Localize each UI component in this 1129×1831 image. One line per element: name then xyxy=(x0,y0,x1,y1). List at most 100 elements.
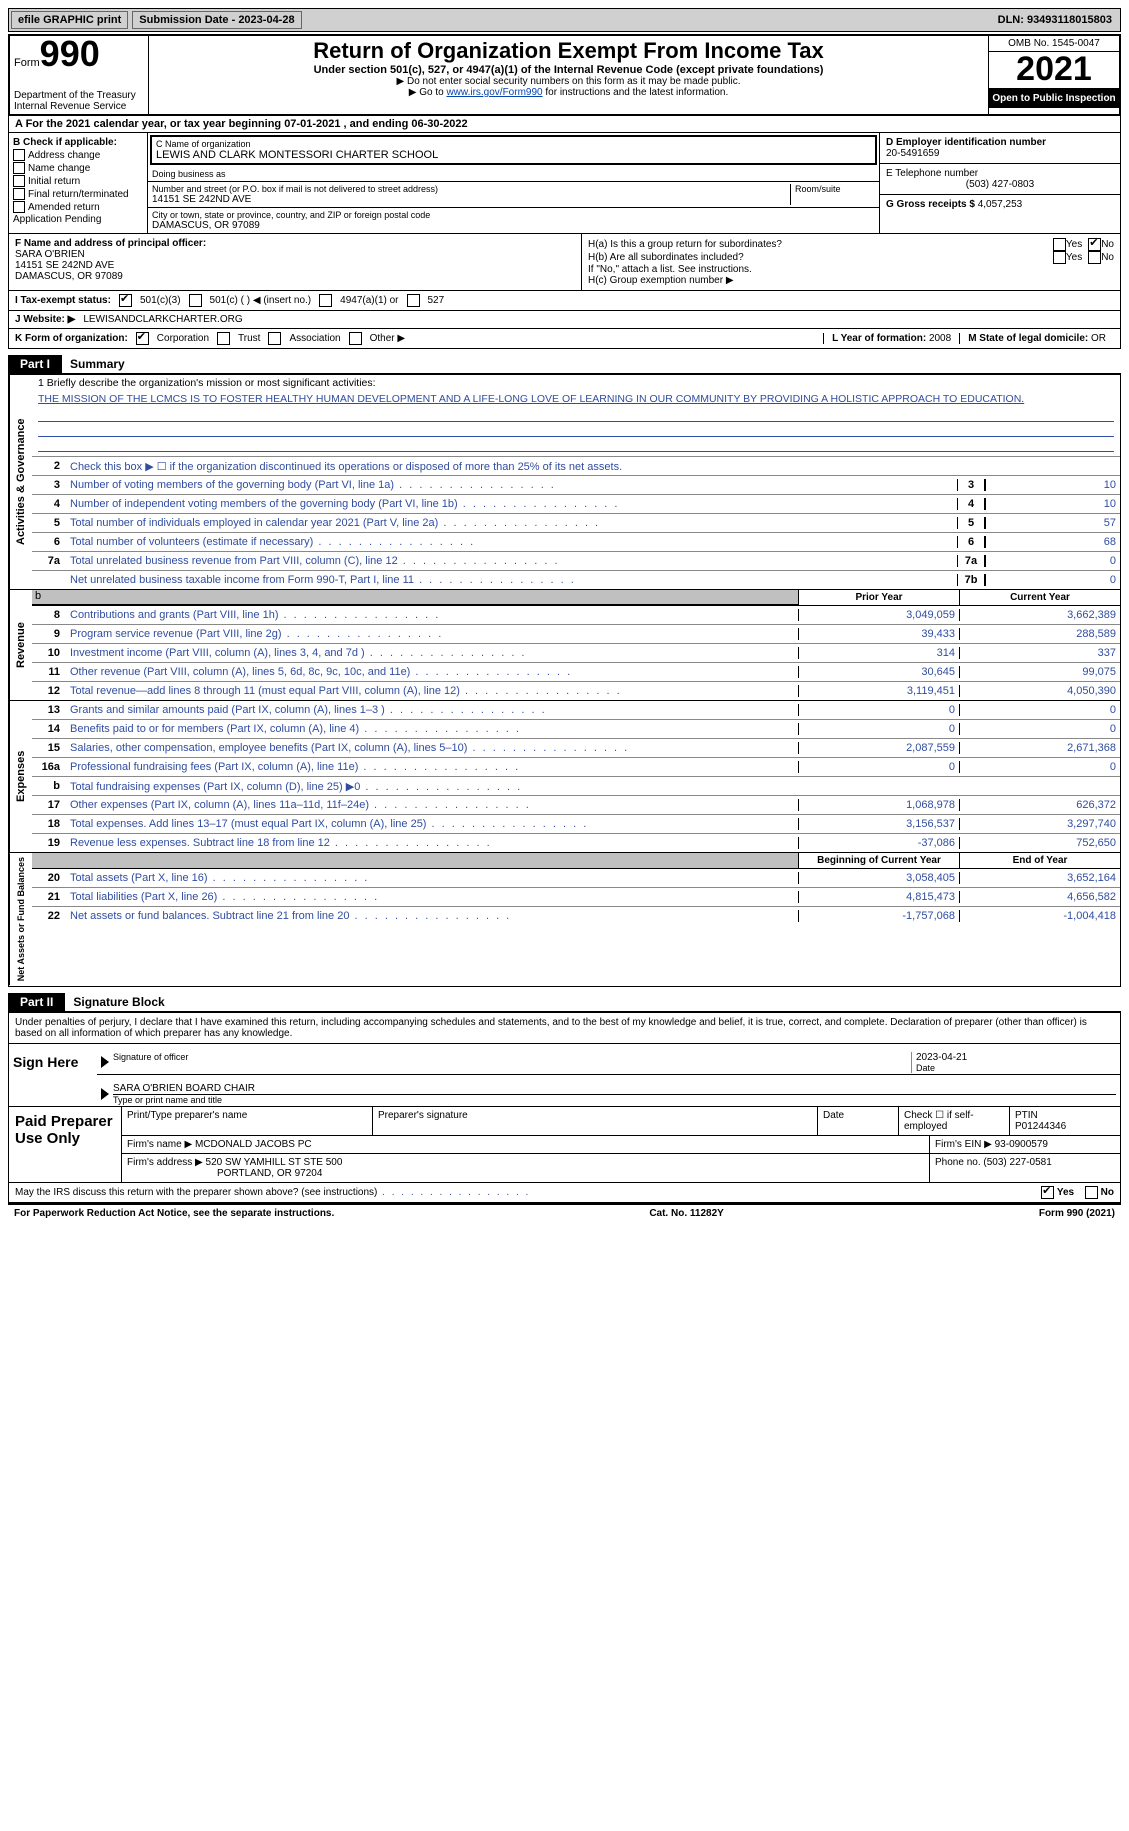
chk-initial[interactable] xyxy=(13,175,25,187)
curr-value: 337 xyxy=(959,647,1120,659)
row-desc: Total assets (Part X, line 16) xyxy=(66,870,798,886)
curr-value: 752,650 xyxy=(959,837,1120,849)
chk-amended[interactable] xyxy=(13,201,25,213)
org-name-label: C Name of organization xyxy=(156,139,871,149)
prep-date: Date xyxy=(818,1107,899,1135)
part2-header: Part II Signature Block xyxy=(8,993,1121,1013)
prior-value: 39,433 xyxy=(798,628,959,640)
prep-sig: Preparer's signature xyxy=(373,1107,818,1135)
footer-final: For Paperwork Reduction Act Notice, see … xyxy=(8,1203,1121,1222)
chk-4947[interactable] xyxy=(319,294,332,307)
firm-addr1: 520 SW YAMHILL ST STE 500 xyxy=(206,1157,343,1168)
summary-row: 10Investment income (Part VIII, column (… xyxy=(32,644,1120,663)
row-value: 0 xyxy=(985,555,1120,567)
curr-value: 0 xyxy=(959,761,1120,773)
mission-blank-3 xyxy=(38,437,1114,452)
header-right: OMB No. 1545-0047 2021 Open to Public In… xyxy=(988,36,1119,114)
preparer-title: Paid Preparer Use Only xyxy=(9,1107,122,1182)
summary-row: 14Benefits paid to or for members (Part … xyxy=(32,720,1120,739)
part2-tab: Part II xyxy=(8,993,65,1011)
firm-name: MCDONALD JACOBS PC xyxy=(195,1139,312,1150)
officer-label: F Name and address of principal officer: xyxy=(15,238,575,249)
part1-header: Part I Summary xyxy=(8,355,1121,375)
chk-other[interactable] xyxy=(349,332,362,345)
summary-row: 5Total number of individuals employed in… xyxy=(32,514,1120,533)
curr-value: 626,372 xyxy=(959,799,1120,811)
row-value: 68 xyxy=(985,536,1120,548)
hb-yes-chk[interactable] xyxy=(1053,251,1066,264)
row-desc: Professional fundraising fees (Part IX, … xyxy=(66,759,798,775)
row-box: 4 xyxy=(957,498,985,510)
city-row: City or town, state or province, country… xyxy=(148,208,879,233)
revenue-section: Revenue b Prior Year Current Year 8Contr… xyxy=(8,590,1121,701)
summary-row: 8Contributions and grants (Part VIII, li… xyxy=(32,606,1120,625)
eoy-hdr: End of Year xyxy=(959,853,1120,868)
row-value: 10 xyxy=(985,479,1120,491)
chk-527[interactable] xyxy=(407,294,420,307)
summary-row: 9Program service revenue (Part VIII, lin… xyxy=(32,625,1120,644)
row-desc: Other revenue (Part VIII, column (A), li… xyxy=(66,664,798,680)
side-expenses: Expenses xyxy=(9,701,32,852)
chk-assoc[interactable] xyxy=(268,332,281,345)
row-value: 57 xyxy=(985,517,1120,529)
discuss-yes-chk[interactable] xyxy=(1041,1186,1054,1199)
summary-row: 6Total number of volunteers (estimate if… xyxy=(32,533,1120,552)
sig-arrow-icon xyxy=(101,1056,109,1068)
prior-value: 0 xyxy=(798,723,959,735)
ha-no-chk[interactable] xyxy=(1088,238,1101,251)
prep-printname: Print/Type preparer's name xyxy=(122,1107,373,1135)
col-d-numbers: D Employer identification number 20-5491… xyxy=(879,133,1120,233)
firm-ein: 93-0900579 xyxy=(995,1139,1048,1150)
curr-year-hdr: Current Year xyxy=(959,590,1120,605)
ha-yes-chk[interactable] xyxy=(1053,238,1066,251)
summary-row: 20Total assets (Part X, line 16)3,058,40… xyxy=(32,869,1120,888)
row-a-period: A For the 2021 calendar year, or tax yea… xyxy=(8,116,1121,133)
ptin-value: P01244346 xyxy=(1015,1121,1115,1132)
curr-value: 4,050,390 xyxy=(959,685,1120,697)
firm-addr2: PORTLAND, OR 97204 xyxy=(217,1168,322,1179)
sig-arrow-icon-2 xyxy=(101,1088,109,1100)
sig-name-val: SARA O'BRIEN BOARD CHAIR xyxy=(113,1083,1116,1094)
part1-title: Summary xyxy=(62,357,125,371)
prior-value: 0 xyxy=(798,704,959,716)
net-hdr-spacer xyxy=(32,853,798,868)
chk-501c[interactable] xyxy=(189,294,202,307)
row-fh: F Name and address of principal officer:… xyxy=(8,234,1121,291)
summary-row: 22Net assets or fund balances. Subtract … xyxy=(32,907,1120,925)
form-header: Form 990 Department of the Treasury Inte… xyxy=(8,34,1121,116)
discuss-no-chk[interactable] xyxy=(1085,1186,1098,1199)
row-value: 0 xyxy=(985,574,1120,586)
curr-value: 0 xyxy=(959,723,1120,735)
curr-value: 99,075 xyxy=(959,666,1120,678)
chk-name[interactable] xyxy=(13,162,25,174)
side-netassets: Net Assets or Fund Balances xyxy=(9,853,32,985)
row-i-status: I Tax-exempt status: 501(c)(3) 501(c) ( … xyxy=(8,291,1121,311)
chk-address[interactable] xyxy=(13,149,25,161)
prior-value: 3,058,405 xyxy=(798,872,959,884)
line1-label: 1 Briefly describe the organization's mi… xyxy=(32,375,1120,391)
summary-row: 15Salaries, other compensation, employee… xyxy=(32,739,1120,758)
efile-print-button[interactable]: efile GRAPHIC print xyxy=(11,11,128,29)
row-value: 10 xyxy=(985,498,1120,510)
summary-row: 12Total revenue—add lines 8 through 11 (… xyxy=(32,682,1120,700)
curr-value: 3,662,389 xyxy=(959,609,1120,621)
chk-final[interactable] xyxy=(13,188,25,200)
row-box: 5 xyxy=(957,517,985,529)
sig-typename-label: Type or print name and title xyxy=(113,1094,1116,1105)
row-box: 7b xyxy=(957,574,985,586)
chk-corp[interactable] xyxy=(136,332,149,345)
irs-link[interactable]: www.irs.gov/Form990 xyxy=(446,87,542,98)
hb-no-chk[interactable] xyxy=(1088,251,1101,264)
info-grid: B Check if applicable: Address change Na… xyxy=(8,133,1121,234)
hb-label: H(b) Are all subordinates included? xyxy=(588,252,1053,263)
sig-officer-label: Signature of officer xyxy=(113,1052,911,1073)
row-desc: Total expenses. Add lines 13–17 (must eq… xyxy=(66,816,798,832)
gross-value: 4,057,253 xyxy=(978,199,1023,210)
col-f-officer: F Name and address of principal officer:… xyxy=(9,234,582,290)
summary-row: 7aTotal unrelated business revenue from … xyxy=(32,552,1120,571)
row-desc: Total unrelated business revenue from Pa… xyxy=(66,553,957,569)
sign-here-block: Sign Here Signature of officer 2023-04-2… xyxy=(9,1044,1120,1106)
ha-label: H(a) Is this a group return for subordin… xyxy=(588,239,1053,250)
chk-trust[interactable] xyxy=(217,332,230,345)
chk-501c3[interactable] xyxy=(119,294,132,307)
